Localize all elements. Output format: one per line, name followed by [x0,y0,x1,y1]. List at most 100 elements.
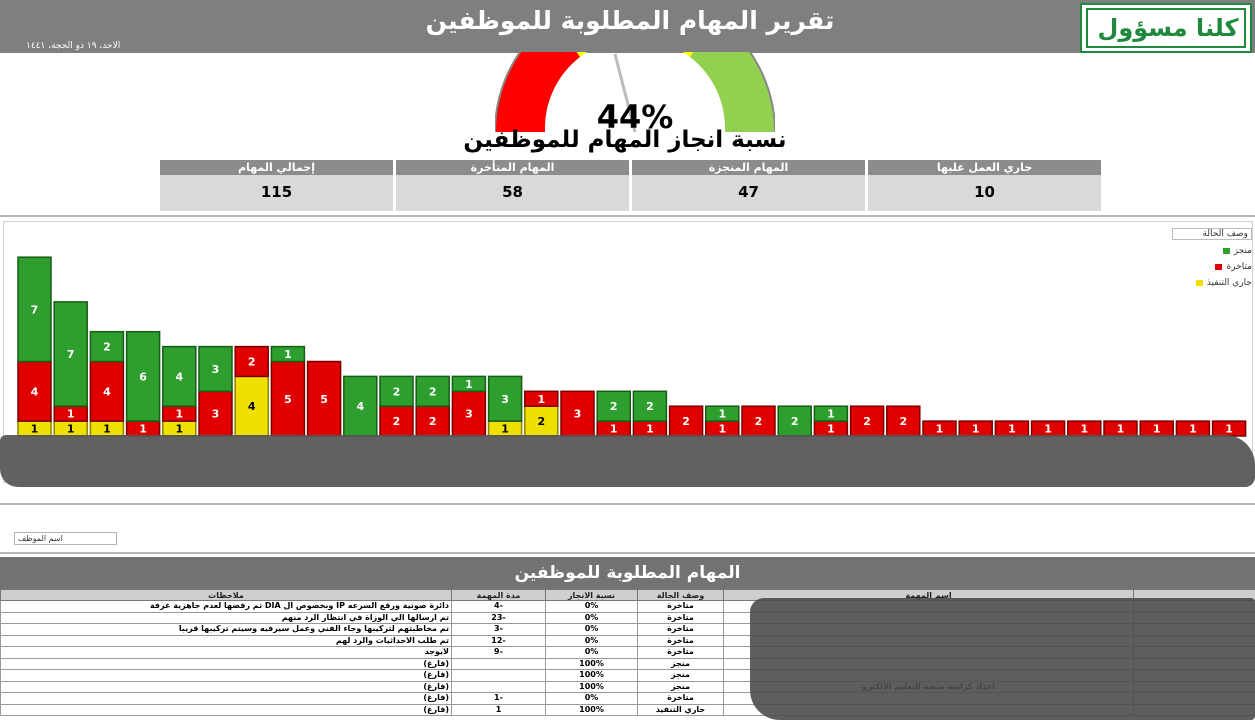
percent-cell: 100% [545,669,638,682]
chart-data-label: 1 [31,423,39,436]
chart-bar-segment[interactable] [886,405,921,437]
kpi-value: 58 [502,183,523,201]
notes-cell: (فارغ) [0,680,452,693]
chart-data-label: 1 [827,408,835,421]
chart-bar-segment[interactable] [632,390,668,422]
notes-cell: (فارغ) [0,657,452,670]
chart-bar-segment[interactable] [705,405,740,422]
chart-bar-segment[interactable] [306,360,342,437]
kpi-in-progress-tasks: جاري العمل عليها 10 [868,160,1101,211]
legend-swatch [1195,280,1203,286]
chart-bar-segment[interactable] [125,330,161,422]
status-cell: متاخرة [637,692,724,705]
chart-bar-segment[interactable] [17,256,52,363]
kpi-late-tasks: المهام المتأخرة 58 [396,160,629,211]
chart-bar-segment[interactable] [596,390,631,422]
legend-item[interactable]: منجز [1172,246,1252,256]
chart-data-label: 1 [718,408,726,421]
chart-data-label: 5 [284,393,292,406]
duration-cell [451,669,546,682]
status-cell: منجز [637,669,724,682]
chart-bar-segment[interactable] [89,330,125,363]
notes-cell: لايوجد [0,646,452,659]
chart-bar-segment[interactable] [234,375,269,437]
duration-cell [451,657,546,670]
legend-item[interactable]: جاري التنفيذ [1172,278,1252,288]
chart-data-label: 5 [320,393,328,406]
table-title: المهام المطلوبة للموظفين [0,557,1255,589]
gauge-segment-low [495,52,580,132]
notes-cell: تم طلب الاحداثيات والرد لهم [0,634,452,647]
employee-filter[interactable]: اسم الموظف [14,532,117,545]
chart-bar-segment[interactable] [487,375,523,422]
legend-title: وصف الحالة [1172,228,1252,240]
legend-swatch [1215,264,1223,270]
chart-bar-segment[interactable] [813,405,849,422]
status-cell: متاخرة [637,611,724,624]
kpi-done-tasks: المهام المنجزة 47 [632,160,865,211]
chart-data-label: 1 [284,348,292,361]
chart-data-label: 1 [465,378,473,391]
chart-bar-segment[interactable] [451,390,487,437]
chart-data-label: 1 [936,423,944,436]
chart-bar-segment[interactable] [849,405,885,437]
chart-bar-segment[interactable] [524,405,559,437]
chart-data-label: 1 [175,408,183,421]
chart-data-label: 7 [67,348,75,361]
redacted-axis-labels [0,435,1255,487]
logo: كلنا مسؤول [1080,3,1252,53]
chart-data-label: 2 [682,415,690,428]
notes-cell: تم ارسالها الي الوزاة في انتظار الرد منه… [0,611,452,624]
status-cell: منجز [637,657,724,670]
chart-data-label: 4 [175,370,183,383]
chart-data-label: 2 [393,385,401,398]
status-cell: متاخرة [637,600,724,613]
chart-bar-segment[interactable] [379,375,414,407]
chart-bar-segment[interactable] [741,405,776,437]
kpi-label: المهام المتأخرة [396,160,629,175]
chart-bar-segment[interactable] [560,390,595,437]
kpi-value: 47 [738,183,759,201]
chart-bar-segment[interactable] [668,405,704,437]
chart-data-label: 2 [393,415,401,428]
percent-cell: 100% [545,657,638,670]
legend-swatch [1222,248,1230,254]
kpi-label: إجمالي المهام [160,160,393,175]
section-divider [0,503,1255,505]
status-cell: متاخرة [637,646,724,659]
chart-data-label: 3 [501,393,509,406]
chart-data-label: 2 [791,415,799,428]
chart-bar-segment[interactable] [270,345,306,363]
chart-data-label: 1 [537,393,545,406]
percent-cell: 0% [545,600,638,613]
legend-label: منجز [1233,246,1252,256]
chart-bar-segment[interactable] [17,360,52,422]
notes-cell: (فارغ) [0,703,452,716]
status-cell: منجز [637,680,724,693]
chart-bar-segment[interactable] [524,390,559,407]
chart-legend[interactable]: وصف الحالة منجز متاخرة جاري التنفيذ [1172,228,1252,288]
chart-bar-segment[interactable] [162,345,197,407]
legend-label: جاري التنفيذ [1206,278,1252,288]
chart-data-label: 3 [212,408,220,421]
chart-bar-segment[interactable] [53,301,88,407]
chart-data-label: 2 [429,415,437,428]
legend-item[interactable]: متاخرة [1172,262,1252,272]
chart-bar-segment[interactable] [198,345,233,393]
duration-cell: -23 [451,611,546,624]
chart-data-label: 1 [646,423,654,436]
chart-data-label: 2 [537,415,545,428]
chart-bar-segment[interactable] [234,345,269,378]
chart-bar-segment[interactable] [451,375,487,393]
chart-data-label: 1 [139,423,147,436]
chart-bar-segment[interactable] [343,375,378,437]
chart-bar-segment[interactable] [777,405,812,437]
status-bar-chart: 1471171421611433425154222231132131212211… [17,256,1247,437]
header-bar: تقرير المهام المطلوبة للموظفين الاحد، ١٩… [0,0,1255,53]
kpi-label: المهام المنجزة [632,160,865,175]
chart-data-label: 2 [103,341,111,354]
kpi-total-tasks: إجمالي المهام 115 [160,160,393,211]
chart-bar-segment[interactable] [415,375,450,407]
column-header: مدة المهمة [451,589,546,601]
